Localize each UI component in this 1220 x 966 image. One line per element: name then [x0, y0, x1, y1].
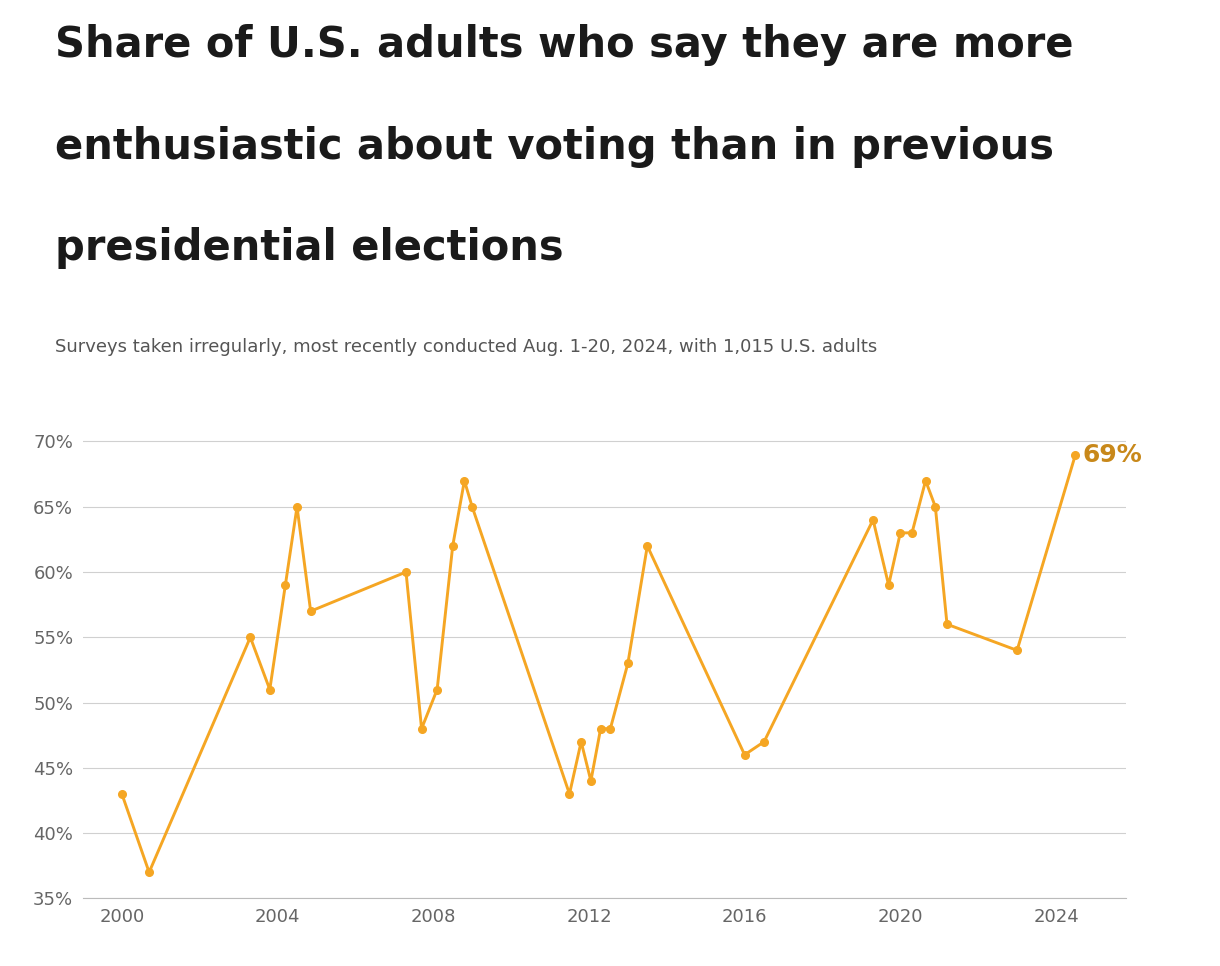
Text: Surveys taken irregularly, most recently conducted Aug. 1-20, 2024, with 1,015 U: Surveys taken irregularly, most recently… [55, 338, 877, 356]
Text: Share of U.S. adults who say they are more: Share of U.S. adults who say they are mo… [55, 24, 1074, 66]
Text: presidential elections: presidential elections [55, 227, 564, 269]
Text: 69%: 69% [1082, 442, 1142, 467]
Text: enthusiastic about voting than in previous: enthusiastic about voting than in previo… [55, 126, 1054, 167]
